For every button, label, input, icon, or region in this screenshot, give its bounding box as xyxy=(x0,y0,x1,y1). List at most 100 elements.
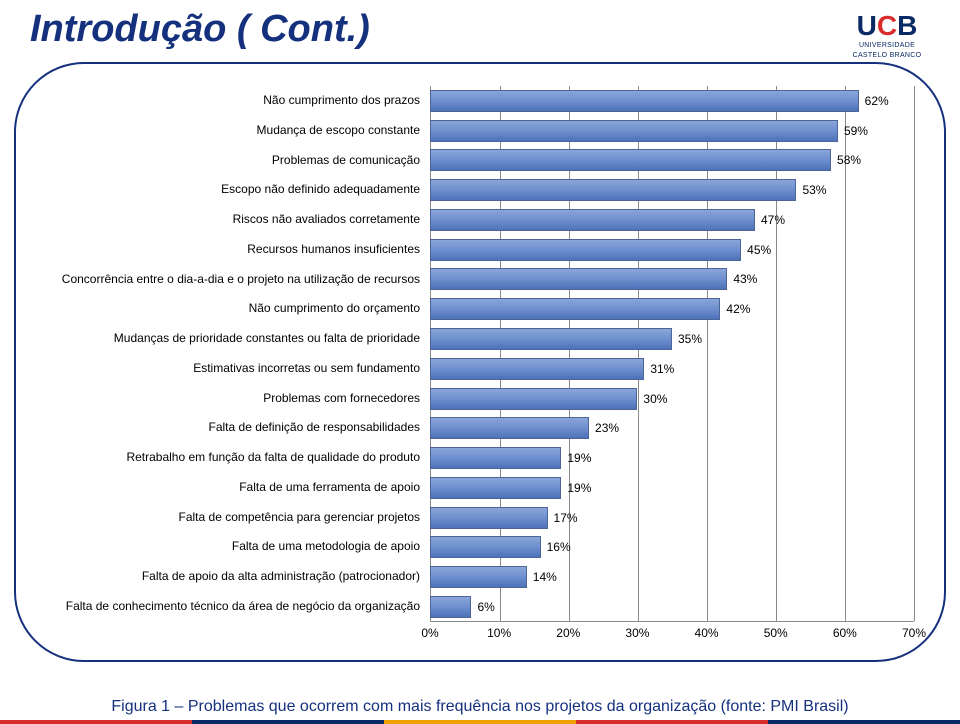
bar-row: Falta de competência para gerenciar proj… xyxy=(40,503,914,532)
x-tick-label: 70% xyxy=(902,626,926,640)
grid-line xyxy=(914,86,915,621)
bar-fill xyxy=(430,566,527,588)
bar-track: 45% xyxy=(430,239,914,261)
bar-row: Falta de uma metodologia de apoio 16% xyxy=(40,533,914,562)
footer-segment xyxy=(192,720,384,724)
bar-label: Recursos humanos insuficientes xyxy=(40,243,430,257)
bar-value-label: 16% xyxy=(541,536,571,558)
bar-row: Problemas com fornecedores 30% xyxy=(40,384,914,413)
bar-track: 19% xyxy=(430,477,914,499)
logo-letter-u: U xyxy=(857,10,877,41)
bar-value-label: 17% xyxy=(548,507,578,529)
bar-label: Falta de conhecimento técnico da área de… xyxy=(40,600,430,614)
bar-row: Recursos humanos insuficientes 45% xyxy=(40,235,914,264)
bar-label: Falta de competência para gerenciar proj… xyxy=(40,511,430,525)
bar-fill xyxy=(430,447,561,469)
bars-container: Não cumprimento dos prazos62% Mudança de … xyxy=(40,86,914,622)
x-tick-label: 20% xyxy=(556,626,580,640)
bar-row: Falta de apoio da alta administração (pa… xyxy=(40,563,914,592)
bar-track: 31% xyxy=(430,358,914,380)
bar-track: 23% xyxy=(430,417,914,439)
x-tick-label: 30% xyxy=(625,626,649,640)
bar-fill xyxy=(430,417,589,439)
bar-label: Falta de definição de responsabilidades xyxy=(40,421,430,435)
bar-fill xyxy=(430,298,720,320)
slide: Introdução ( Cont.) UCB UNIVERSIDADE CAS… xyxy=(0,0,960,724)
bar-track: 58% xyxy=(430,149,914,171)
footer-segment xyxy=(384,720,576,724)
bar-value-label: 35% xyxy=(672,328,702,350)
bar-track: 16% xyxy=(430,536,914,558)
bar-fill xyxy=(430,358,644,380)
bar-value-label: 30% xyxy=(637,388,667,410)
bar-row: Mudanças de prioridade constantes ou fal… xyxy=(40,325,914,354)
bar-row: Concorrência entre o dia-a-dia e o proje… xyxy=(40,265,914,294)
bar-fill xyxy=(430,536,541,558)
figure-caption: Figura 1 – Problemas que ocorrem com mai… xyxy=(0,698,960,716)
bar-row: Não cumprimento dos prazos62% xyxy=(40,86,914,115)
x-tick-label: 40% xyxy=(695,626,719,640)
bar-value-label: 23% xyxy=(589,417,619,439)
bar-fill xyxy=(430,596,471,618)
bar-value-label: 14% xyxy=(527,566,557,588)
bar-track: 14% xyxy=(430,566,914,588)
bar-label: Retrabalho em função da falta de qualida… xyxy=(40,451,430,465)
bar-value-label: 19% xyxy=(561,447,591,469)
bar-fill xyxy=(430,388,637,410)
bar-label: Mudança de escopo constante xyxy=(40,124,430,138)
bar-value-label: 19% xyxy=(561,477,591,499)
footer-segment xyxy=(0,720,192,724)
bar-label: Escopo não definido adequadamente xyxy=(40,183,430,197)
bar-fill xyxy=(430,209,755,231)
bar-row: Estimativas incorretas ou sem fundamento… xyxy=(40,354,914,383)
x-tick-label: 50% xyxy=(764,626,788,640)
x-tick-label: 60% xyxy=(833,626,857,640)
bar-fill xyxy=(430,239,741,261)
bar-track: 42% xyxy=(430,298,914,320)
bar-fill xyxy=(430,507,548,529)
bar-row: Retrabalho em função da falta de qualida… xyxy=(40,444,914,473)
x-axis: 0%10%20%30%40%50%60%70% xyxy=(430,626,914,646)
bar-track: 30% xyxy=(430,388,914,410)
footer-segment xyxy=(576,720,768,724)
bar-row: Riscos não avaliados corretamente 47% xyxy=(40,205,914,234)
bar-track: 35% xyxy=(430,328,914,350)
bar-fill xyxy=(430,328,672,350)
bar-label: Estimativas incorretas ou sem fundamento xyxy=(40,362,430,376)
bar-fill xyxy=(430,120,838,142)
page-title: Introdução ( Cont.) xyxy=(30,8,370,51)
bar-value-label: 47% xyxy=(755,209,785,231)
bar-fill xyxy=(430,90,859,112)
bar-track: 59% xyxy=(430,120,914,142)
footer-segment xyxy=(768,720,960,724)
logo-mark: UCB xyxy=(842,12,932,40)
bar-track: 19% xyxy=(430,447,914,469)
x-tick-label: 0% xyxy=(421,626,438,640)
bar-fill xyxy=(430,179,796,201)
bar-label: Mudanças de prioridade constantes ou fal… xyxy=(40,332,430,346)
bar-track: 43% xyxy=(430,268,914,290)
bar-value-label: 62% xyxy=(859,90,889,112)
logo-letter-b: B xyxy=(897,10,917,41)
bar-label: Problemas com fornecedores xyxy=(40,392,430,406)
logo: UCB UNIVERSIDADE CASTELO BRANCO xyxy=(842,12,932,59)
bar-fill xyxy=(430,477,561,499)
bar-value-label: 45% xyxy=(741,239,771,261)
bar-row: Falta de definição de responsabilidades 2… xyxy=(40,414,914,443)
bar-label: Falta de uma ferramenta de apoio xyxy=(40,481,430,495)
chart-frame: Não cumprimento dos prazos62% Mudança de … xyxy=(14,62,946,662)
logo-letter-c: C xyxy=(877,10,897,41)
bar-fill xyxy=(430,268,727,290)
bar-row: Falta de uma ferramenta de apoio 19% xyxy=(40,473,914,502)
bar-value-label: 42% xyxy=(720,298,750,320)
bar-row: Escopo não definido adequadamente53% xyxy=(40,176,914,205)
bar-label: Concorrência entre o dia-a-dia e o proje… xyxy=(40,273,430,287)
bar-label: Riscos não avaliados corretamente xyxy=(40,213,430,227)
bar-label: Não cumprimento do orçamento xyxy=(40,302,430,316)
bar-label: Falta de uma metodologia de apoio xyxy=(40,540,430,554)
bar-chart: Não cumprimento dos prazos62% Mudança de … xyxy=(40,82,920,650)
bar-row: Falta de conhecimento técnico da área de… xyxy=(40,592,914,621)
bar-track: 53% xyxy=(430,179,914,201)
bar-row: Não cumprimento do orçamento 42% xyxy=(40,295,914,324)
bar-label: Falta de apoio da alta administração (pa… xyxy=(40,570,430,584)
